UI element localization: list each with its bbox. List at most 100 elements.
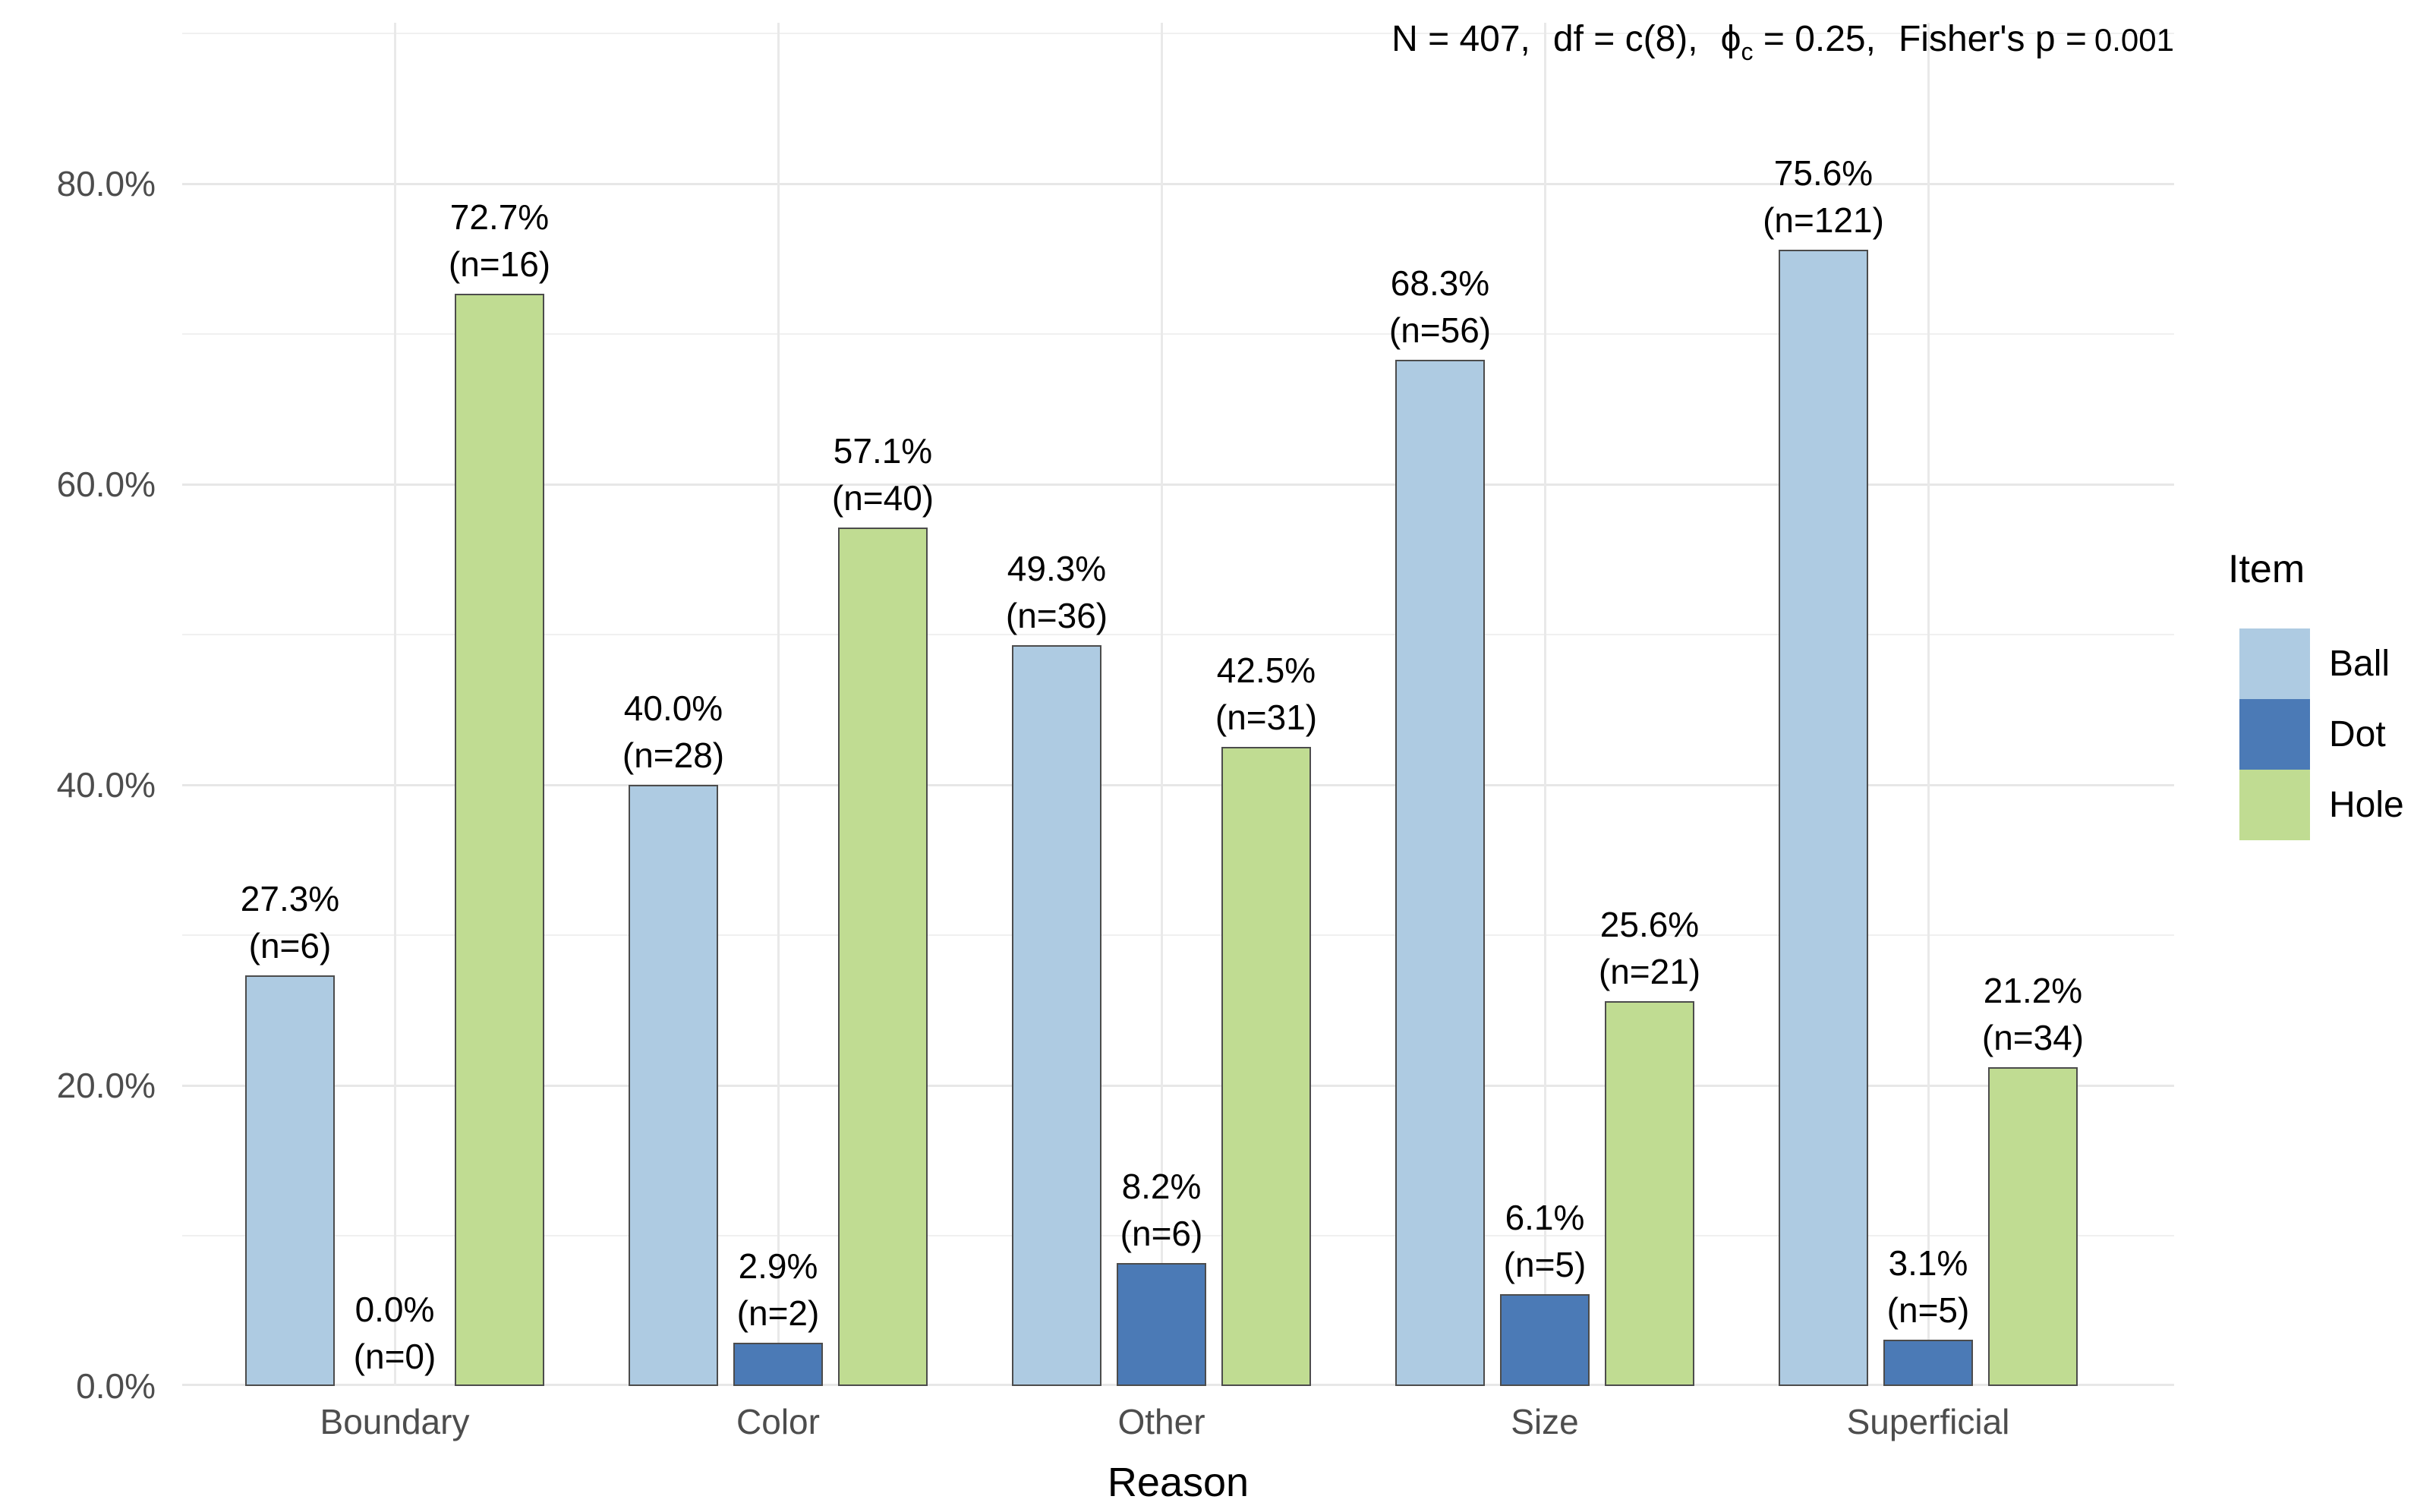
bar-hole-size	[1605, 1001, 1694, 1386]
x-tick-superficial: Superficial	[1846, 1402, 2010, 1441]
gridline-x-boundary	[394, 23, 396, 1386]
gridline-y-minor-90	[182, 33, 2174, 34]
legend-label-ball: Ball	[2329, 644, 2390, 684]
bar-count-label: (n=16)	[448, 244, 551, 284]
bar-count-label: (n=121)	[1763, 200, 1884, 240]
bar-label-hole-other: 42.5% (n=31)	[1215, 647, 1317, 741]
bar-label-ball-color: 40.0% (n=28)	[622, 685, 724, 779]
bar-dot-other	[1117, 1263, 1206, 1386]
gridline-y-minor-10	[182, 1235, 2174, 1236]
bar-dot-superficial	[1883, 1340, 1973, 1386]
bar-pct-label: 72.7%	[449, 197, 550, 237]
x-tick-size: Size	[1511, 1402, 1579, 1441]
annotation-sample-size: N = 407,	[1391, 19, 1530, 59]
bar-count-label: (n=21)	[1598, 952, 1701, 991]
legend-label-dot: Dot	[2329, 714, 2386, 754]
y-tick-20: 20.0%	[56, 1066, 156, 1105]
legend-item-ball: Ball	[2239, 628, 2390, 699]
bar-count-label: (n=36)	[1005, 596, 1108, 635]
gridline-y-80	[182, 183, 2174, 185]
phi-subscript: c	[1741, 38, 1754, 65]
bar-hole-other	[1221, 747, 1311, 1386]
bar-count-label: (n=5)	[1886, 1290, 1970, 1330]
bar-ball-boundary	[245, 975, 335, 1386]
bar-count-label: (n=31)	[1215, 698, 1318, 737]
legend-label-hole: Hole	[2329, 785, 2404, 825]
legend-item-hole: Hole	[2239, 770, 2404, 840]
gridline-x-color	[777, 23, 780, 1386]
gridline-x-size	[1544, 23, 1546, 1386]
bar-pct-label: 49.3%	[1007, 549, 1107, 588]
gridline-y-minor-50	[182, 634, 2174, 635]
x-tick-color: Color	[736, 1402, 820, 1441]
gridline-x-other	[1161, 23, 1163, 1386]
bar-label-dot-boundary: 0.0% (n=0)	[354, 1286, 436, 1380]
plot-panel: 27.3% (n=6) 0.0% (n=0) 72.7% (n=16) 40.0% (n=28…	[182, 23, 2174, 1386]
gridline-x-superficial	[1927, 23, 1930, 1386]
bar-pct-label: 68.3%	[1390, 263, 1490, 303]
bar-label-hole-color: 57.1% (n=40)	[832, 427, 934, 521]
legend-item-dot: Dot	[2239, 699, 2386, 770]
bar-count-label: (n=0)	[353, 1337, 436, 1376]
annotation-phi: ϕc = 0.25,	[1720, 19, 1876, 65]
bar-label-dot-other: 8.2% (n=6)	[1120, 1163, 1203, 1257]
bar-label-hole-superficial: 21.2% (n=34)	[1982, 967, 2084, 1061]
y-tick-60: 60.0%	[56, 465, 156, 504]
bar-count-label: (n=40)	[831, 478, 934, 518]
annotation-fisher: Fisher's p = 0.001	[1898, 19, 2174, 59]
stats-annotation: N = 407, df = c(8), ϕc = 0.25, Fisher's …	[1391, 18, 2174, 65]
bar-hole-color	[838, 528, 928, 1386]
bar-pct-label: 0.0%	[355, 1290, 435, 1329]
bar-pct-label: 75.6%	[1773, 153, 1874, 193]
bar-count-label: (n=6)	[248, 926, 332, 965]
y-tick-80: 80.0%	[56, 164, 156, 203]
x-axis-title: Reason	[1107, 1460, 1250, 1505]
bar-label-hole-size: 25.6% (n=21)	[1599, 901, 1700, 995]
bar-label-ball-superficial: 75.6% (n=121)	[1763, 150, 1884, 244]
bar-pct-label: 2.9%	[738, 1246, 818, 1286]
bar-label-ball-boundary: 27.3% (n=6)	[241, 875, 339, 969]
gridline-y-minor-30	[182, 934, 2174, 936]
legend-title: Item	[2228, 547, 2305, 591]
bar-label-ball-size: 68.3% (n=56)	[1389, 260, 1491, 354]
bar-dot-size	[1500, 1294, 1590, 1386]
bar-count-label: (n=5)	[1503, 1245, 1587, 1284]
bar-ball-color	[629, 785, 718, 1386]
hole-swatch-icon	[2239, 770, 2310, 840]
dot-swatch-icon	[2239, 699, 2310, 770]
bar-pct-label: 40.0%	[623, 688, 723, 728]
gridline-y-minor-70	[182, 333, 2174, 335]
y-tick-40: 40.0%	[56, 765, 156, 805]
bar-hole-superficial	[1988, 1067, 2078, 1386]
bar-pct-label: 25.6%	[1599, 905, 1700, 944]
gridline-y-40	[182, 784, 2174, 786]
annotation-df: df = c(8),	[1552, 19, 1698, 59]
bar-label-hole-boundary: 72.7% (n=16)	[449, 194, 550, 288]
bar-count-label: (n=34)	[1981, 1018, 2085, 1057]
gridline-y-60	[182, 484, 2174, 486]
bar-ball-superficial	[1779, 250, 1868, 1386]
x-tick-other: Other	[1117, 1402, 1205, 1441]
bar-dot-color	[733, 1343, 823, 1386]
x-tick-boundary: Boundary	[320, 1402, 470, 1441]
bar-hole-boundary	[455, 294, 544, 1386]
bar-pct-label: 8.2%	[1121, 1167, 1202, 1206]
bar-pct-label: 3.1%	[1888, 1243, 1968, 1283]
bar-pct-label: 42.5%	[1216, 650, 1316, 690]
fisher-p-value: 0.001	[2094, 22, 2174, 58]
bar-pct-label: 6.1%	[1505, 1198, 1585, 1237]
bar-ball-size	[1395, 360, 1485, 1386]
bar-count-label: (n=56)	[1388, 310, 1492, 350]
bar-label-ball-other: 49.3% (n=36)	[1006, 545, 1108, 639]
bar-label-dot-superficial: 3.1% (n=5)	[1887, 1240, 1970, 1334]
bar-count-label: (n=2)	[736, 1293, 820, 1333]
bar-label-dot-color: 2.9% (n=2)	[737, 1243, 820, 1337]
y-tick-0: 0.0%	[76, 1366, 156, 1406]
ball-swatch-icon	[2239, 628, 2310, 699]
bar-ball-other	[1012, 645, 1101, 1386]
bar-pct-label: 27.3%	[240, 879, 340, 918]
bar-pct-label: 21.2%	[1983, 971, 2083, 1010]
bar-count-label: (n=28)	[622, 736, 725, 775]
bar-count-label: (n=6)	[1120, 1214, 1203, 1253]
bar-label-dot-size: 6.1% (n=5)	[1504, 1194, 1587, 1288]
